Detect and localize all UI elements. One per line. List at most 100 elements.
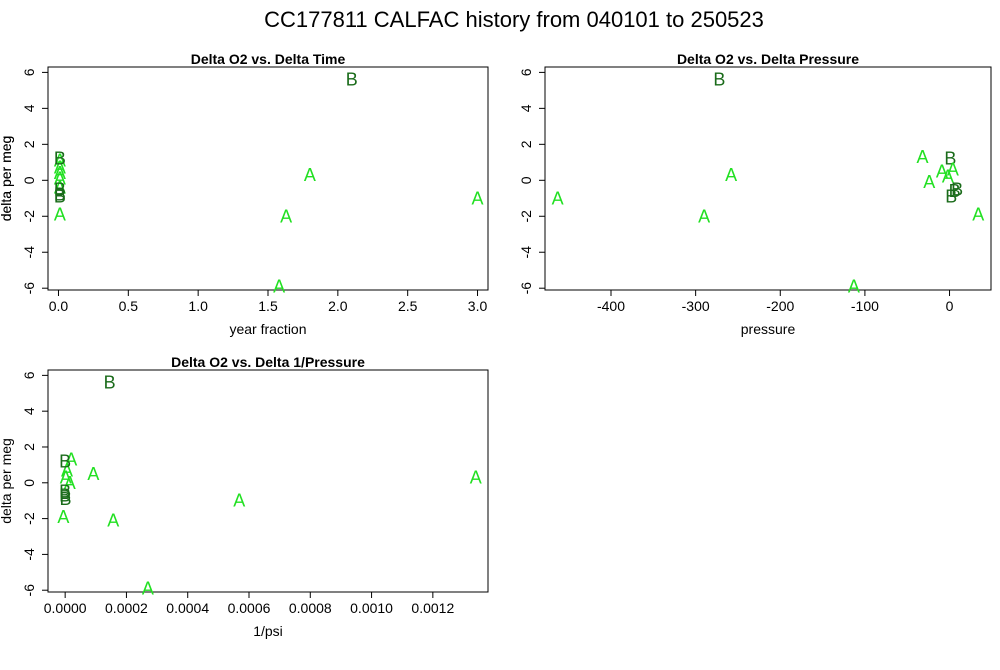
x-axis-label: pressure (741, 321, 796, 337)
x-tick-label: 0.0002 (105, 600, 148, 616)
y-tick-label: 2 (21, 443, 37, 451)
y-tick-label: 0 (21, 176, 37, 184)
x-tick-label: 0 (946, 298, 954, 314)
data-point-a: A (947, 160, 959, 180)
x-tick-label: 0.0010 (350, 600, 393, 616)
y-tick-label: -4 (21, 548, 37, 561)
y-tick-label: 4 (21, 407, 37, 415)
y-tick-label: 2 (518, 140, 534, 148)
y-tick-label: -2 (21, 210, 37, 223)
y-tick-label: -2 (518, 210, 534, 223)
data-point-b: B (54, 185, 66, 205)
data-point-a: A (54, 204, 66, 224)
x-tick-label: 1.0 (188, 298, 208, 314)
x-tick-label: 0.0006 (228, 600, 271, 616)
data-point-a: A (65, 450, 77, 470)
data-point-a: A (923, 172, 935, 192)
plot-frame (47, 66, 489, 291)
data-point-a: A (552, 188, 564, 208)
y-tick-label: 6 (518, 68, 534, 76)
data-point-a: A (972, 204, 984, 224)
y-tick-label: -6 (21, 584, 37, 597)
x-tick-label: 2.5 (398, 298, 418, 314)
y-tick-label: -4 (518, 246, 534, 259)
y-tick-label: 4 (21, 104, 37, 112)
x-axis-label: year fraction (229, 321, 306, 337)
panel-title: Delta O2 vs. Delta Pressure (677, 51, 859, 67)
data-point-a: A (942, 167, 954, 187)
data-point-a: A (61, 460, 73, 480)
data-point-b: B (949, 181, 961, 201)
x-tick-label: 2.0 (328, 298, 348, 314)
data-point-b: B (54, 179, 66, 199)
y-tick-label: -2 (21, 512, 37, 525)
x-tick-label: -400 (597, 298, 625, 314)
data-point-b: B (59, 482, 71, 502)
data-point-b: B (713, 70, 725, 90)
data-point-a: A (304, 165, 316, 185)
data-point-b: B (346, 70, 358, 90)
data-point-b: B (104, 373, 116, 393)
data-point-a: A (273, 276, 285, 296)
y-tick-label: -6 (21, 282, 37, 295)
plot-frame (47, 369, 489, 593)
page-title: CC177811 CALFAC history from 040101 to 2… (264, 7, 764, 32)
x-tick-label: 0.0 (49, 298, 69, 314)
y-axis-label: delta per meg (0, 438, 14, 524)
panel-title: Delta O2 vs. Delta Time (191, 51, 346, 67)
y-tick-label: 0 (21, 479, 37, 487)
x-tick-label: 0.0008 (289, 600, 332, 616)
x-tick-label: 0.5 (119, 298, 139, 314)
x-tick-label: -200 (766, 298, 794, 314)
data-point-a: A (698, 206, 710, 226)
data-point-a: A (233, 491, 245, 511)
data-point-a: A (64, 473, 76, 493)
data-point-b: B (951, 179, 963, 199)
y-tick-label: 6 (21, 371, 37, 379)
y-axis-label: delta per meg (0, 136, 14, 222)
x-tick-label: 1.5 (258, 298, 278, 314)
data-point-b: B (59, 451, 71, 471)
scatter-panel: Delta O2 vs. Delta Pressure-400 -300 -200-… (0, 51, 992, 337)
scatter-panel: Delta O2 vs. Delta 1/Pressure 0.0000 0.000… (0, 354, 489, 639)
x-tick-label: 0.0004 (166, 600, 209, 616)
data-point-b: B (54, 186, 66, 206)
y-tick-label: 0 (518, 176, 534, 184)
scatter-panel: Delta O2 vs. Delta Time 0.0 0.5 1.0 1.5 2.0 2.… (0, 51, 489, 337)
data-point-a: A (725, 165, 737, 185)
y-tick-label: 4 (518, 104, 534, 112)
data-point-a: A (54, 163, 66, 183)
data-point-a: A (87, 464, 99, 484)
data-point-b: B (945, 186, 957, 206)
data-point-b: B (944, 149, 956, 169)
y-axis-label: delta per meg (0, 136, 14, 222)
data-point-a: A (54, 169, 66, 189)
x-tick-label: 0.0012 (411, 600, 454, 616)
data-point-a: A (60, 467, 72, 487)
x-axis-label: 1/psi (253, 623, 283, 639)
data-point-a: A (107, 510, 119, 530)
y-tick-label: 6 (21, 68, 37, 76)
data-point-a: A (916, 147, 928, 167)
data-point-a: A (54, 151, 66, 171)
data-point-a: A (936, 161, 948, 181)
x-tick-label: -100 (851, 298, 879, 314)
panel-title: Delta O2 vs. Delta 1/Pressure (171, 354, 365, 370)
data-point-a: A (142, 578, 154, 598)
data-point-a: A (470, 467, 482, 487)
x-tick-label: 3.0 (468, 298, 488, 314)
data-point-b: B (54, 149, 66, 169)
data-point-a: A (472, 188, 484, 208)
data-point-b: B (59, 489, 71, 509)
data-point-a: A (57, 507, 69, 527)
x-tick-label: 0.0000 (44, 600, 87, 616)
data-point-a: A (280, 206, 292, 226)
data-point-b: B (59, 485, 71, 505)
data-point-a: A (848, 276, 860, 296)
y-tick-label: 2 (21, 140, 37, 148)
data-point-a: A (54, 158, 66, 178)
data-point-a: A (54, 177, 66, 197)
x-tick-label: -300 (682, 298, 710, 314)
